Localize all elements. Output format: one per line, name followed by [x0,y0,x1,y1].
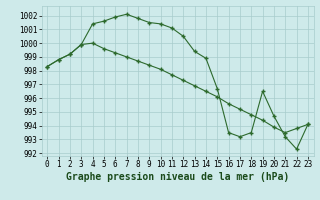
X-axis label: Graphe pression niveau de la mer (hPa): Graphe pression niveau de la mer (hPa) [66,172,289,182]
